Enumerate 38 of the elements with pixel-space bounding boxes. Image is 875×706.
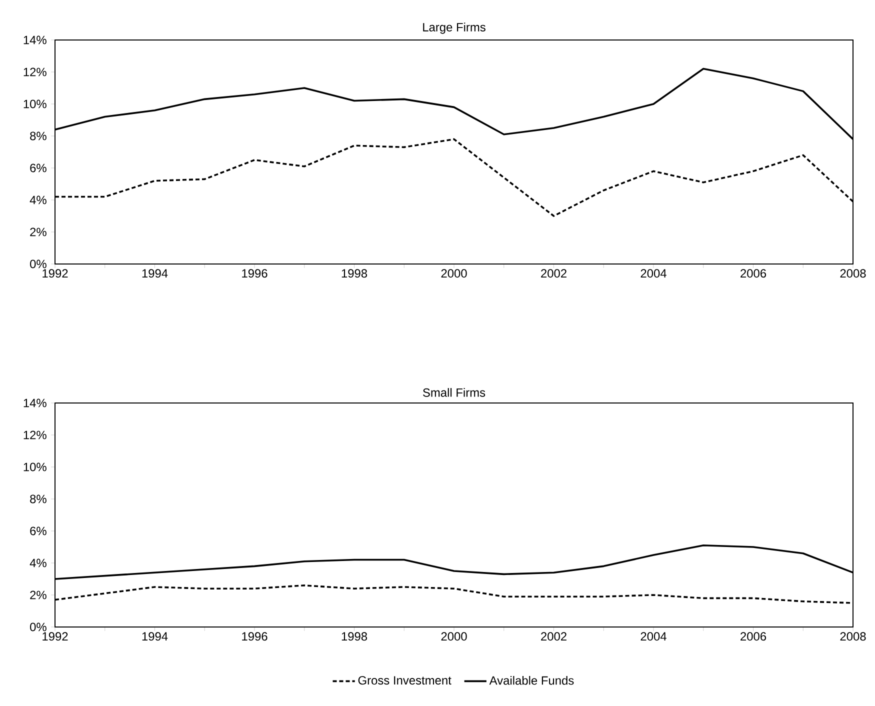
x-tick-label: 1996 — [242, 269, 268, 278]
x-tick-label: 1992 — [42, 632, 68, 641]
y-tick-label: 14% — [24, 36, 46, 44]
x-tick-label: 1994 — [142, 632, 168, 641]
x-tick-label: 1992 — [42, 269, 68, 278]
legend-label: Gross Investment — [358, 676, 452, 685]
y-tick-label: 6% — [30, 164, 46, 172]
chart-title: Small Firms — [423, 388, 486, 397]
x-tick-label: 2000 — [441, 269, 467, 278]
x-tick-label: 2008 — [840, 269, 866, 278]
x-tick-label: 2004 — [640, 269, 666, 278]
x-tick-label: 2000 — [441, 632, 467, 641]
y-tick-label: 10% — [24, 100, 46, 108]
y-tick-label: 0% — [30, 260, 46, 268]
x-tick-label: 1998 — [342, 269, 368, 278]
y-tick-label: 4% — [30, 558, 46, 568]
x-tick-label: 2008 — [840, 632, 866, 641]
x-tick-label: 1996 — [242, 632, 268, 641]
y-tick-label: 8% — [30, 132, 46, 140]
x-tick-label: 1994 — [142, 269, 168, 278]
y-tick-label: 2% — [30, 590, 46, 600]
y-tick-label: 4% — [30, 196, 46, 204]
x-tick-label: 1998 — [342, 632, 368, 641]
x-tick-label: 2004 — [640, 632, 666, 641]
y-tick-label: 2% — [30, 228, 46, 236]
y-tick-label: 10% — [24, 462, 46, 472]
x-tick-label: 2002 — [541, 632, 566, 641]
x-tick-label: 2006 — [740, 632, 766, 641]
x-tick-label: 2002 — [541, 269, 566, 278]
y-tick-label: 12% — [24, 68, 46, 76]
y-tick-label: 12% — [24, 430, 46, 440]
y-tick-label: 14% — [24, 398, 46, 408]
y-tick-label: 0% — [30, 622, 46, 632]
x-tick-label: 2006 — [740, 269, 766, 278]
y-tick-label: 6% — [30, 526, 46, 536]
legend-label: Available Funds — [489, 676, 574, 685]
chart-title: Large Firms — [423, 22, 486, 34]
y-tick-label: 8% — [30, 494, 46, 504]
